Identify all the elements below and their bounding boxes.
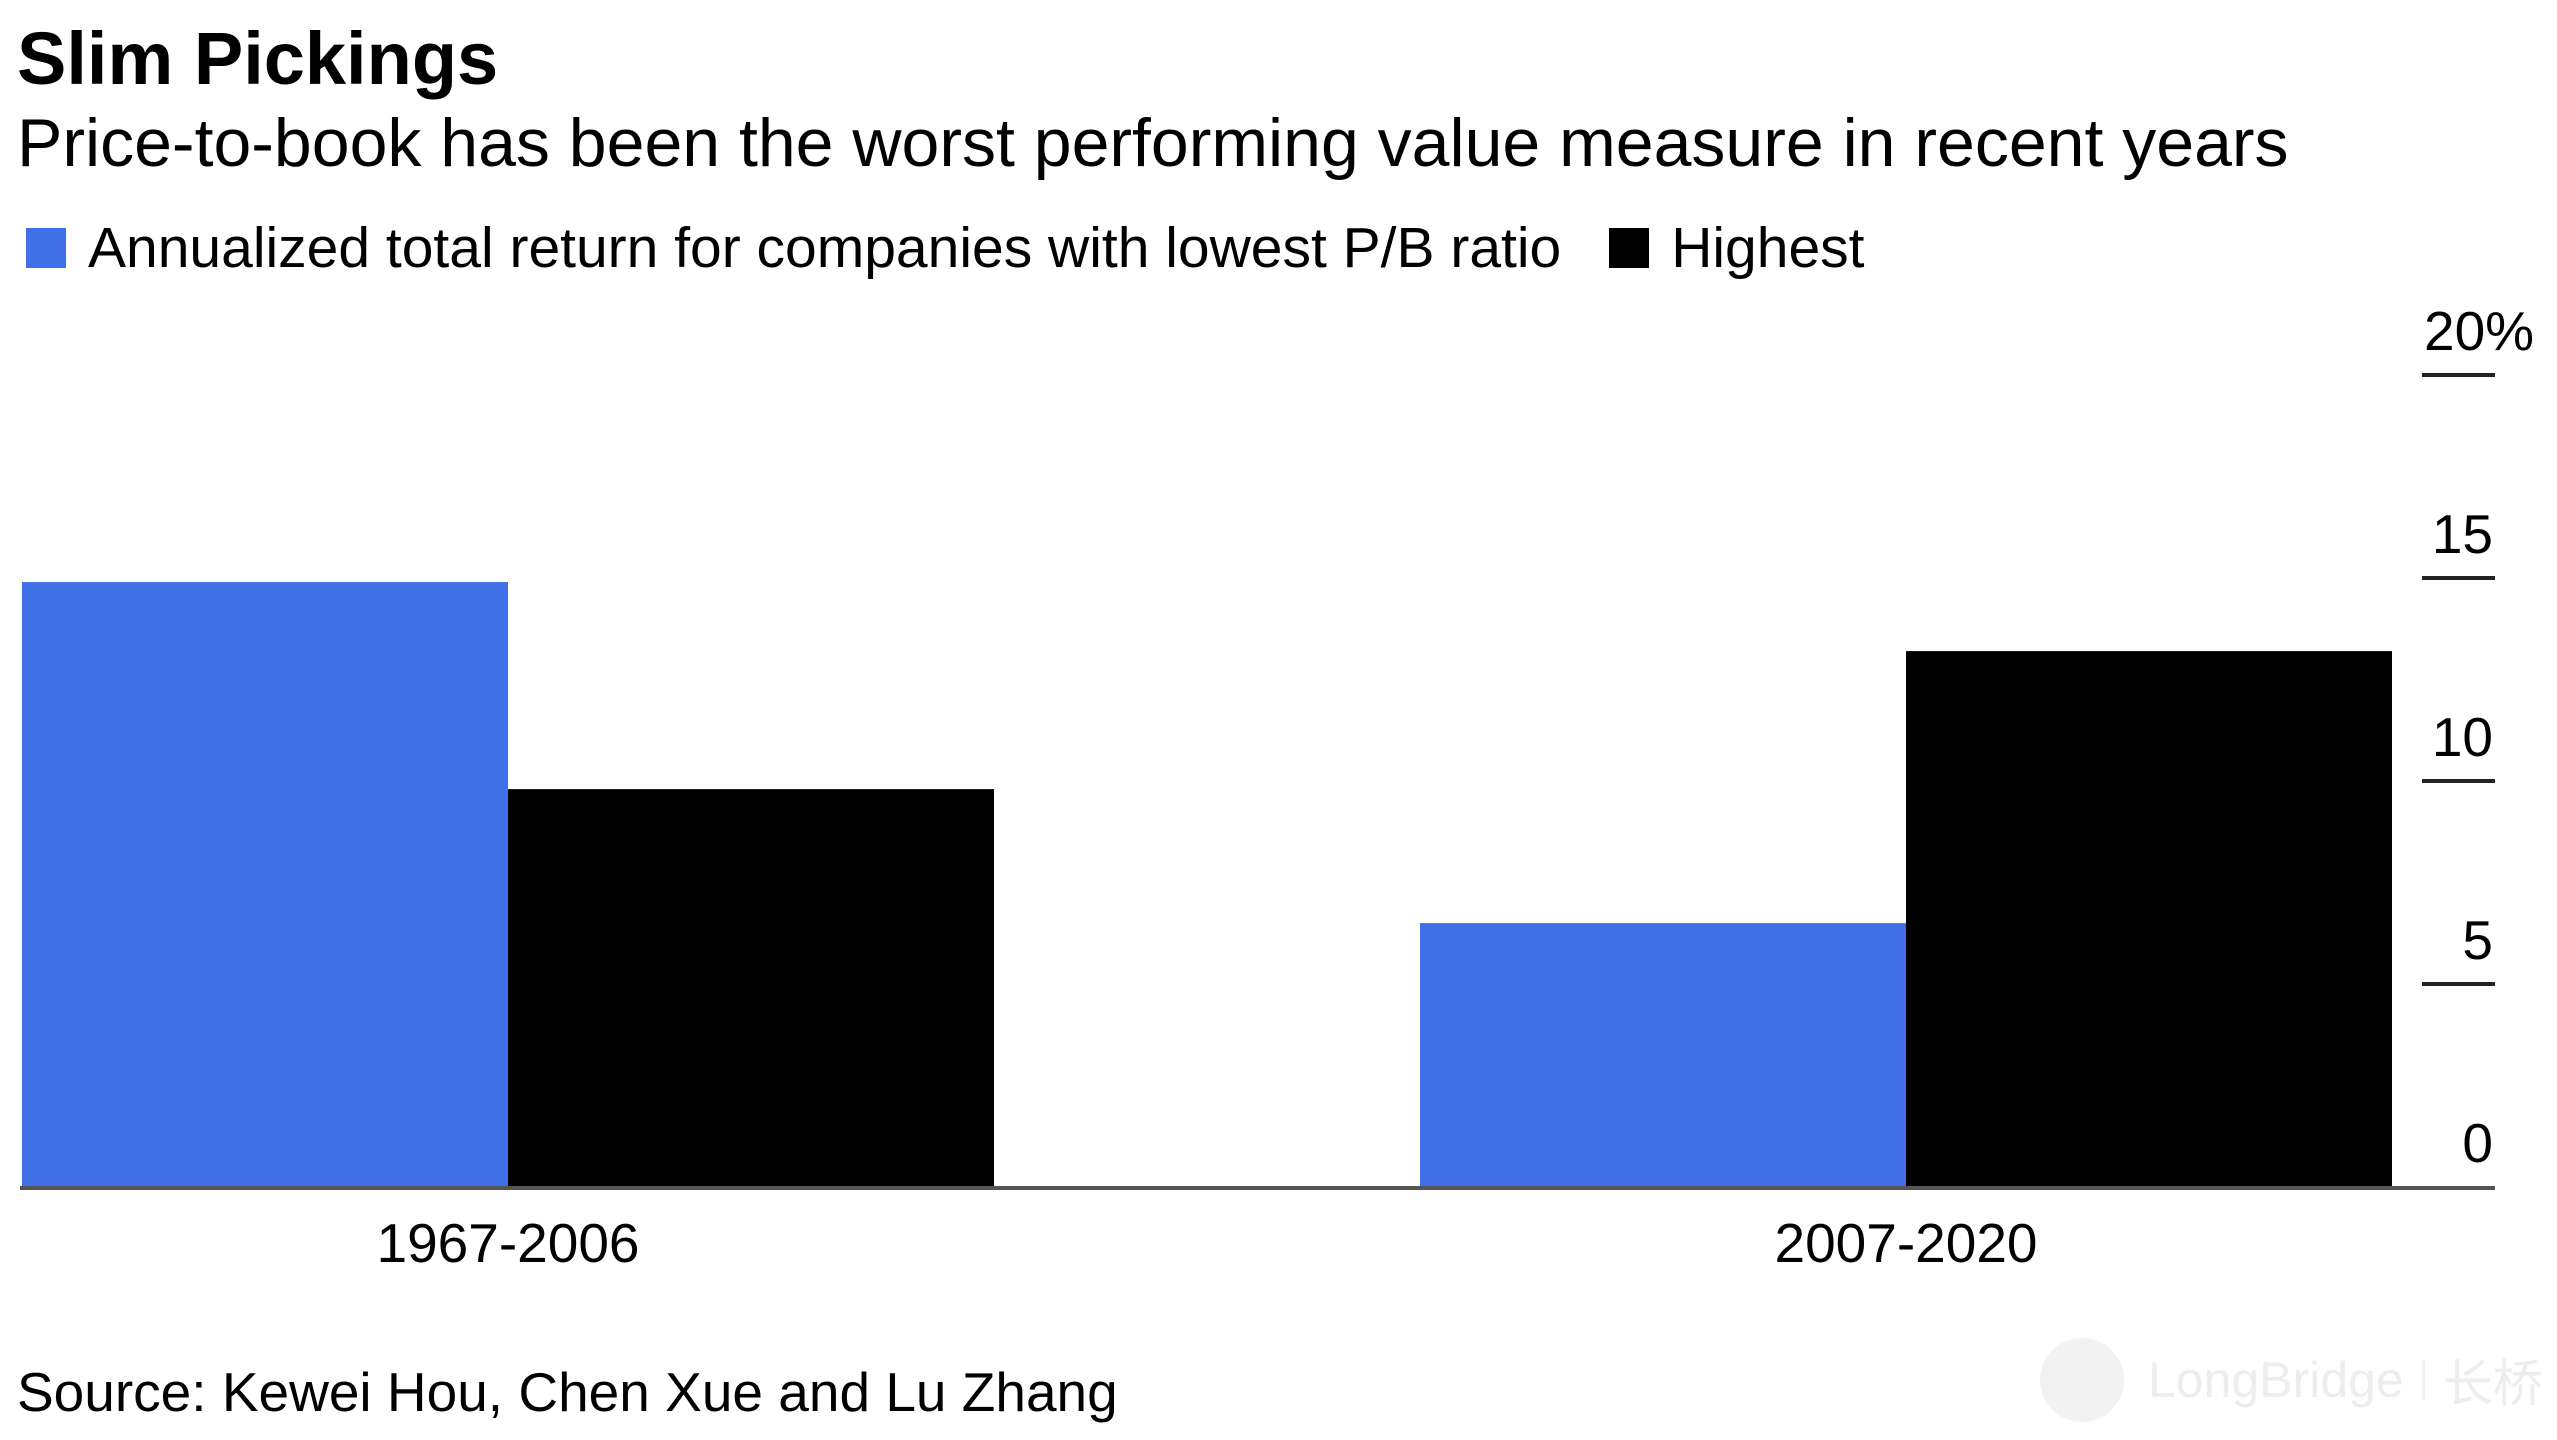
longbridge-logo-icon (2040, 1338, 2124, 1422)
x-tick-label: 1967-2006 (376, 1212, 639, 1274)
bar-lowest-2007-2020 (1420, 923, 1906, 1187)
legend-item-lowest: Annualized total return for companies wi… (26, 215, 1561, 281)
legend-label-highest: Highest (1671, 216, 1865, 280)
legend-label-lowest: Annualized total return for companies wi… (88, 216, 1562, 280)
legend: Annualized total return for companies wi… (26, 208, 1913, 288)
y-tick-label: 5 (2462, 909, 2493, 971)
watermark-text: LongBridge (2148, 1352, 2404, 1408)
y-tick-label: 10 (2432, 706, 2493, 768)
bar-chart: 1967-2006 2007-2020 0 5 10 15 20% (20, 300, 2534, 1274)
legend-swatch-highest (1609, 228, 1650, 268)
watermark-cn-text: 长桥 (2442, 1356, 2543, 1412)
legend-swatch-lowest (26, 228, 66, 268)
bar-lowest-1967-2006 (22, 582, 508, 1187)
source-note: Source: Kewei Hou, Chen Xue and Lu Zhang (17, 1361, 1118, 1423)
watermark: LongBridge 长桥 (2040, 1335, 2543, 1425)
y-tick-label: 0 (2462, 1112, 2493, 1174)
chart-title: Slim Pickings (17, 17, 499, 100)
watermark-divider (2421, 1360, 2425, 1400)
bar-highest-1967-2006 (508, 789, 994, 1187)
chart-subtitle: Price-to-book has been the worst perform… (17, 105, 2289, 181)
legend-item-highest: Highest (1609, 215, 1865, 281)
y-tick-label: 20% (2424, 300, 2534, 362)
x-tick-label: 2007-2020 (1774, 1212, 2037, 1274)
y-tick-label: 15 (2432, 503, 2493, 565)
bar-highest-2007-2020 (1906, 651, 2392, 1187)
